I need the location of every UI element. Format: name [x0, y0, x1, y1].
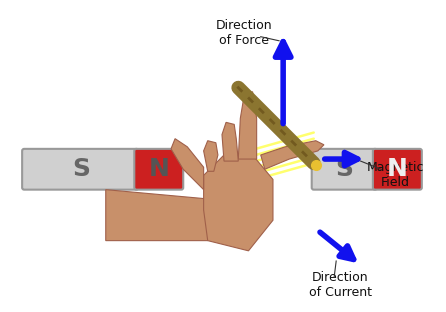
Text: Direction
of Current: Direction of Current	[309, 271, 372, 300]
Polygon shape	[171, 139, 204, 190]
FancyBboxPatch shape	[134, 149, 183, 190]
FancyBboxPatch shape	[22, 149, 138, 190]
Polygon shape	[222, 122, 238, 161]
FancyBboxPatch shape	[312, 149, 377, 190]
FancyBboxPatch shape	[373, 149, 422, 190]
Polygon shape	[238, 92, 256, 159]
Text: Magnetic
Field: Magnetic Field	[367, 161, 424, 189]
Text: N: N	[387, 157, 408, 181]
Polygon shape	[261, 141, 324, 169]
Text: Direction
of Force: Direction of Force	[216, 19, 273, 46]
Polygon shape	[106, 190, 218, 241]
Polygon shape	[204, 141, 218, 171]
Polygon shape	[204, 155, 273, 251]
Text: S: S	[72, 157, 90, 181]
Text: N: N	[149, 157, 169, 181]
Text: S: S	[335, 157, 353, 181]
